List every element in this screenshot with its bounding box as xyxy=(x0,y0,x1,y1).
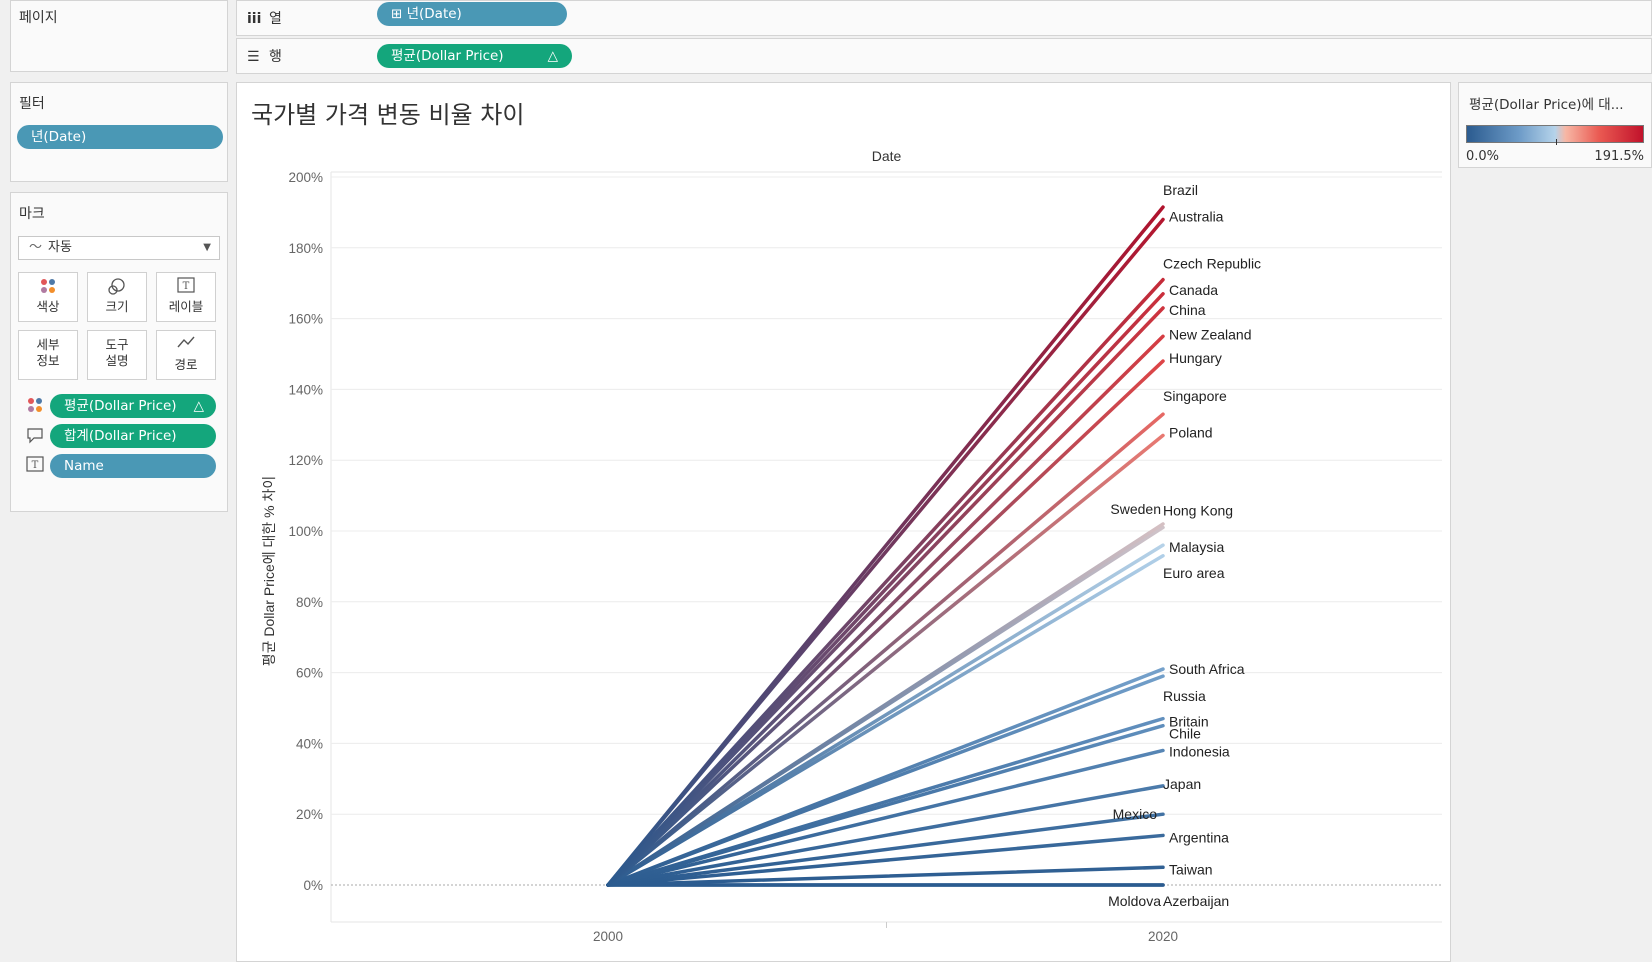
svg-text:T: T xyxy=(32,460,39,471)
label-field-icon: T xyxy=(26,456,44,474)
line-mark-icon: 〜 xyxy=(29,240,43,255)
color-button-label: 색상 xyxy=(36,299,60,314)
columns-label-text: 열 xyxy=(269,11,282,27)
columns-shelf-label: iii 열 xyxy=(247,8,282,28)
marks-tooltip-field-pill[interactable]: 합계(Dollar Price) xyxy=(50,424,216,448)
filter-pill-year-date[interactable]: 년(Date) xyxy=(17,125,223,149)
detail-button[interactable]: 세부 정보 xyxy=(18,330,78,380)
delta-icon: △ xyxy=(547,48,558,64)
columns-shelf[interactable]: iii 열 ⊞ 년(Date) xyxy=(236,0,1652,36)
rows-icon: ☰ xyxy=(247,49,260,65)
marks-color-field-label: 평균(Dollar Price) xyxy=(64,398,177,414)
legend-max-label: 191.5% xyxy=(1594,149,1644,164)
size-button[interactable]: 크기 xyxy=(87,272,147,322)
pages-panel-title: 페이지 xyxy=(19,10,58,26)
color-icon xyxy=(19,277,77,299)
tooltip-button[interactable]: 도구 설명 xyxy=(87,330,147,380)
label-button-label: 레이블 xyxy=(168,299,204,314)
svg-text:T: T xyxy=(183,281,190,292)
columns-pill-year-date[interactable]: ⊞ 년(Date) xyxy=(377,2,567,26)
label-icon: T xyxy=(157,277,215,299)
delta-icon: △ xyxy=(193,398,204,414)
path-button[interactable]: 경로 xyxy=(156,330,216,380)
color-dots-icon xyxy=(26,396,44,414)
size-button-label: 크기 xyxy=(105,299,129,314)
filters-panel-title: 필터 xyxy=(19,96,45,112)
columns-icon: iii xyxy=(247,11,262,27)
path-button-label: 경로 xyxy=(174,357,198,372)
path-icon xyxy=(157,335,215,357)
size-icon xyxy=(88,277,146,299)
color-legend-gradient[interactable] xyxy=(1466,125,1644,143)
legend-title: 평균(Dollar Price)에 대... xyxy=(1469,97,1624,113)
rows-pill-avg-dollar-price[interactable]: 평균(Dollar Price) △ xyxy=(377,44,572,68)
color-button[interactable]: 색상 xyxy=(18,272,78,322)
view-panel: 국가별 가격 변동 비율 차이 xyxy=(236,82,1451,962)
tooltip-icon xyxy=(26,426,44,444)
rows-pill-label: 평균(Dollar Price) xyxy=(391,48,504,64)
rows-shelf-label: ☰ 행 xyxy=(247,46,282,66)
chevron-down-icon: ▼ xyxy=(203,242,211,253)
detail-button-label-1: 세부 xyxy=(36,337,60,352)
rows-shelf[interactable]: ☰ 행 평균(Dollar Price) △ xyxy=(236,38,1652,74)
mark-type-label: 자동 xyxy=(48,240,72,255)
legend-min-label: 0.0% xyxy=(1466,149,1500,164)
chart-title: 국가별 가격 변동 비율 차이 xyxy=(251,101,525,129)
pages-panel: 페이지 xyxy=(10,0,228,72)
mark-type-dropdown[interactable]: 〜 자동 ▼ xyxy=(18,236,220,260)
detail-button-label-2: 정보 xyxy=(36,353,60,368)
marks-color-field-pill[interactable]: 평균(Dollar Price) △ xyxy=(50,394,216,418)
tooltip-button-label-2: 설명 xyxy=(105,353,129,368)
filters-panel: 필터 년(Date) xyxy=(10,82,228,182)
rows-label-text: 행 xyxy=(269,49,282,65)
marks-label-field-pill[interactable]: Name xyxy=(50,454,216,478)
tooltip-button-label-1: 도구 xyxy=(105,337,129,352)
legend-tick xyxy=(1556,139,1557,145)
label-button[interactable]: T 레이블 xyxy=(156,272,216,322)
marks-panel-title: 마크 xyxy=(19,206,45,222)
